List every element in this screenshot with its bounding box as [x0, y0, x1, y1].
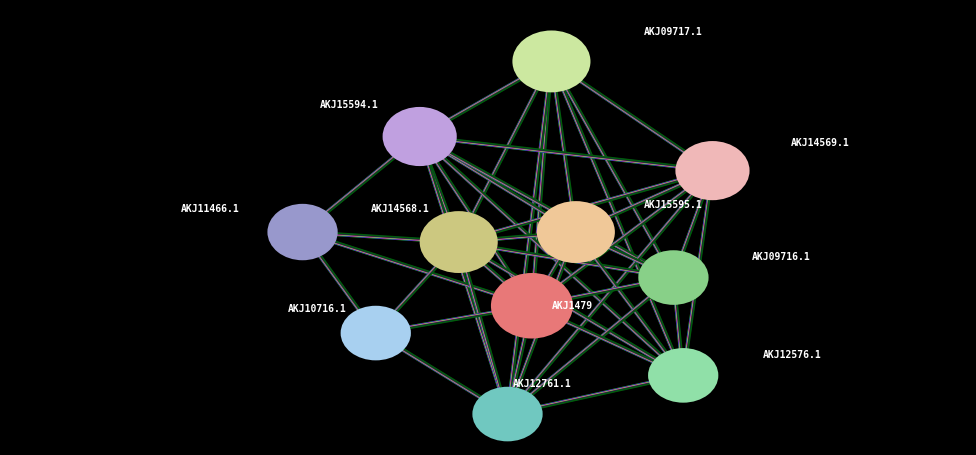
Text: AKJ09716.1: AKJ09716.1	[752, 252, 810, 262]
Ellipse shape	[491, 273, 573, 339]
Text: AKJ1479: AKJ1479	[551, 301, 592, 311]
Ellipse shape	[638, 250, 709, 305]
Text: AKJ11466.1: AKJ11466.1	[181, 204, 239, 214]
Text: AKJ15595.1: AKJ15595.1	[644, 200, 703, 210]
Text: AKJ14569.1: AKJ14569.1	[791, 138, 849, 148]
Ellipse shape	[537, 201, 615, 263]
Ellipse shape	[648, 348, 718, 403]
Text: AKJ14568.1: AKJ14568.1	[371, 204, 429, 214]
Ellipse shape	[420, 211, 498, 273]
Text: AKJ10716.1: AKJ10716.1	[288, 304, 346, 314]
Ellipse shape	[675, 141, 750, 200]
Ellipse shape	[472, 387, 543, 441]
Text: AKJ15594.1: AKJ15594.1	[320, 100, 379, 110]
Ellipse shape	[341, 306, 411, 360]
Text: AKJ09717.1: AKJ09717.1	[644, 27, 703, 37]
Text: AKJ12761.1: AKJ12761.1	[512, 379, 571, 389]
Ellipse shape	[267, 204, 338, 260]
Text: AKJ12576.1: AKJ12576.1	[763, 350, 822, 360]
Ellipse shape	[383, 107, 457, 166]
Ellipse shape	[512, 30, 590, 92]
